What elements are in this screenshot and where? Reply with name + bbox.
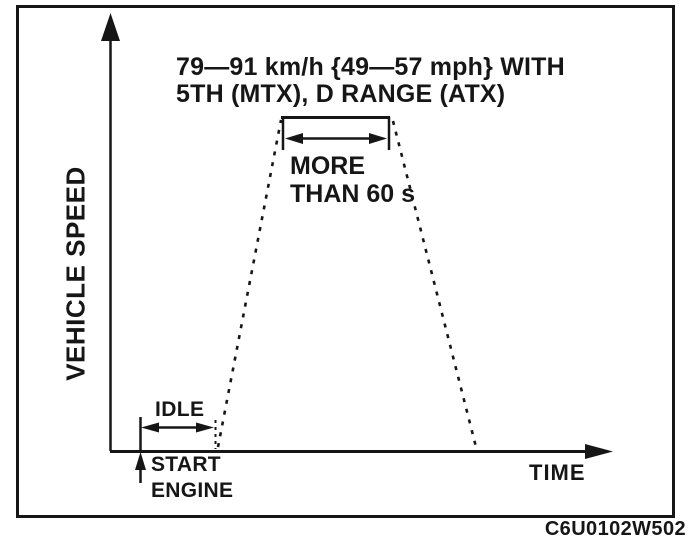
duration-line2: THAN 60 s [290, 180, 416, 208]
speed-condition-line2: 5TH (MTX), D RANGE (ATX) [176, 80, 506, 108]
duration-annotation: MORE THAN 60 s [290, 152, 415, 208]
speed-trace-rise [216, 119, 283, 448]
y-axis [101, 13, 120, 451]
idle-label: IDLE [155, 398, 205, 421]
speed-condition-annotation: 79—91 km/h {49—57 mph} WITH 5TH (MTX), D… [176, 54, 565, 108]
start-engine-line1: START [151, 453, 221, 476]
x-axis-arrow-icon [585, 444, 613, 459]
y-axis-label: VEHICLE SPEED [60, 166, 91, 381]
figure-code: C6U0102W502 [544, 518, 686, 540]
speed-condition-line1: 79—91 km/h {49—57 mph} WITH [176, 53, 565, 81]
speed-trace-plateau [281, 116, 391, 150]
figure-border [16, 5, 675, 518]
idle-interval [139, 417, 217, 451]
x-axis [110, 444, 613, 459]
x-axis-label: TIME [529, 460, 586, 485]
start-engine-label: START ENGINE [151, 452, 233, 504]
start-engine-arrow [135, 452, 146, 483]
speed-trace-fall [391, 120, 478, 448]
start-engine-line2: ENGINE [151, 479, 234, 502]
duration-arrow [285, 133, 387, 144]
duration-line1: MORE [290, 152, 365, 180]
y-axis-arrow-icon [101, 13, 120, 41]
